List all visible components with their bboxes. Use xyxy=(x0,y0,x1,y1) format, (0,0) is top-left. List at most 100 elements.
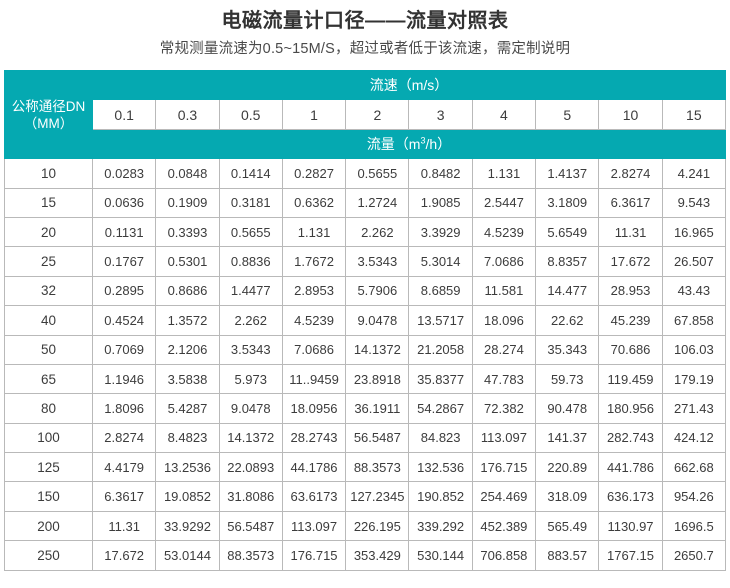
cell-flow-dn125-v5: 220.89 xyxy=(535,452,600,483)
cell-flow-dn125-v1: 44.1786 xyxy=(281,452,347,483)
table-row: 20 0.1131 0.3393 0.5655 1.131 2.262 3.3929 4.52… xyxy=(4,216,727,248)
cell-flow-dn125-v0.5: 22.0893 xyxy=(218,452,283,483)
cell-flow-dn100-v0.3: 8.4823 xyxy=(155,422,220,454)
cell-dn-20: 20 xyxy=(4,216,93,248)
cell-flow-dn10-v0.3: 0.0848 xyxy=(155,158,220,189)
cell-flow-dn25-v4: 7.0686 xyxy=(471,246,537,277)
header-velocity-band: 流速（m/s） xyxy=(92,69,726,101)
cell-flow-dn150-v0.3: 19.0852 xyxy=(155,481,220,512)
header-velocity-2: 2 xyxy=(345,99,410,130)
cell-flow-dn32-v3: 8.6859 xyxy=(408,275,473,307)
cell-flow-dn15-v10: 6.3617 xyxy=(598,187,663,218)
table-row: 150 6.3617 19.0852 31.8086 63.6173 127.2345 19… xyxy=(4,481,727,512)
cell-flow-dn250-v15: 2650.7 xyxy=(661,540,727,571)
cell-flow-dn80-v10: 180.956 xyxy=(598,393,663,424)
table-head: 公称通径DN （MM） 流速（m/s） 0.1 0.3 0.5 1 2 3 4 5 10 15 流… xyxy=(4,69,727,160)
header-flow-band: 流量（m3/h） xyxy=(92,128,726,160)
cell-flow-dn200-v2: 226.195 xyxy=(345,510,410,542)
header-velocity-15: 15 xyxy=(661,99,727,130)
cell-flow-dn150-v15: 954.26 xyxy=(661,481,727,512)
cell-flow-dn125-v3: 132.536 xyxy=(408,452,473,483)
cell-flow-dn250-v5: 883.57 xyxy=(535,540,600,571)
cell-flow-dn32-v5: 14.477 xyxy=(535,275,600,307)
cell-flow-dn15-v3: 1.9085 xyxy=(408,187,473,218)
cell-flow-dn250-v0.1: 17.672 xyxy=(91,540,157,571)
cell-flow-dn32-v0.3: 0.8686 xyxy=(155,275,220,307)
cell-flow-dn40-v3: 13.5717 xyxy=(408,305,473,336)
cell-flow-dn20-v5: 5.6549 xyxy=(535,216,600,248)
cell-flow-dn200-v5: 565.49 xyxy=(535,510,600,542)
cell-flow-dn200-v15: 1696.5 xyxy=(661,510,727,542)
cell-flow-dn65-v15: 179.19 xyxy=(661,363,727,395)
table-row: 15 0.0636 0.1909 0.3181 0.6362 1.2724 1.9085 2.… xyxy=(4,187,727,218)
header-velocity-0.5: 0.5 xyxy=(218,99,283,130)
cell-flow-dn10-v15: 4.241 xyxy=(661,158,727,189)
cell-flow-dn150-v10: 636.173 xyxy=(598,481,663,512)
cell-dn-125: 125 xyxy=(4,452,93,483)
cell-flow-dn250-v4: 706.858 xyxy=(471,540,537,571)
cell-flow-dn80-v0.3: 5.4287 xyxy=(155,393,220,424)
cell-flow-dn100-v0.5: 14.1372 xyxy=(218,422,283,454)
cell-flow-dn65-v5: 59.73 xyxy=(535,363,600,395)
cell-flow-dn250-v1: 176.715 xyxy=(281,540,347,571)
cell-flow-dn20-v3: 3.3929 xyxy=(408,216,473,248)
table-row: 50 0.7069 2.1206 3.5343 7.0686 14.1372 21.2058… xyxy=(4,334,727,365)
cell-flow-dn25-v0.1: 0.1767 xyxy=(91,246,157,277)
cell-flow-dn200-v10: 1130.97 xyxy=(598,510,663,542)
cell-flow-dn15-v0.5: 0.3181 xyxy=(218,187,283,218)
cell-flow-dn150-v1: 63.6173 xyxy=(281,481,347,512)
cell-flow-dn65-v0.3: 3.5838 xyxy=(155,363,220,395)
cell-flow-dn10-v1: 0.2827 xyxy=(281,158,347,189)
cell-flow-dn200-v3: 339.292 xyxy=(408,510,473,542)
cell-flow-dn200-v0.1: 11.31 xyxy=(91,510,157,542)
table-body: 10 0.0283 0.0848 0.1414 0.2827 0.5655 0.8482 1.… xyxy=(4,158,727,571)
cell-flow-dn100-v2: 56.5487 xyxy=(345,422,410,454)
cell-flow-dn50-v4: 28.274 xyxy=(471,334,537,365)
cell-flow-dn40-v0.5: 2.262 xyxy=(218,305,283,336)
cell-flow-dn100-v15: 424.12 xyxy=(661,422,727,454)
cell-flow-dn10-v5: 1.4137 xyxy=(535,158,600,189)
header-velocity-10: 10 xyxy=(598,99,663,130)
cell-flow-dn65-v4: 47.783 xyxy=(471,363,537,395)
cell-dn-100: 100 xyxy=(4,422,93,454)
cell-flow-dn125-v4: 176.715 xyxy=(471,452,537,483)
table-row: 40 0.4524 1.3572 2.262 4.5239 9.0478 13.5717 18… xyxy=(4,305,727,336)
cell-flow-dn250-v0.5: 88.3573 xyxy=(218,540,283,571)
cell-flow-dn20-v0.5: 0.5655 xyxy=(218,216,283,248)
cell-flow-dn15-v15: 9.543 xyxy=(661,187,727,218)
table-row: 65 1.1946 3.5838 5.973 11..9459 23.8918 35.837… xyxy=(4,363,727,395)
cell-flow-dn50-v10: 70.686 xyxy=(598,334,663,365)
cell-flow-dn20-v15: 16.965 xyxy=(661,216,727,248)
cell-flow-dn150-v4: 254.469 xyxy=(471,481,537,512)
cell-dn-80: 80 xyxy=(4,393,93,424)
cell-dn-25: 25 xyxy=(4,246,93,277)
cell-flow-dn250-v3: 530.144 xyxy=(408,540,473,571)
cell-flow-dn32-v1: 2.8953 xyxy=(281,275,347,307)
header-row-velocity-band: 公称通径DN （MM） 流速（m/s） xyxy=(4,69,726,160)
cell-flow-dn10-v0.5: 0.1414 xyxy=(218,158,283,189)
cell-flow-dn125-v0.1: 4.4179 xyxy=(91,452,157,483)
cell-flow-dn250-v10: 1767.15 xyxy=(598,540,663,571)
cell-flow-dn15-v5: 3.1809 xyxy=(535,187,600,218)
cell-flow-dn40-v15: 67.858 xyxy=(661,305,727,336)
cell-flow-dn65-v10: 119.459 xyxy=(598,363,663,395)
cell-flow-dn50-v3: 21.2058 xyxy=(408,334,473,365)
cell-flow-dn100-v1: 28.2743 xyxy=(281,422,347,454)
cell-flow-dn40-v0.3: 1.3572 xyxy=(155,305,220,336)
cell-dn-32: 32 xyxy=(4,275,93,307)
cell-flow-dn20-v0.1: 0.1131 xyxy=(91,216,157,248)
header-dn-line2: （MM） xyxy=(23,115,74,131)
table-row: 32 0.2895 0.8686 1.4477 2.8953 5.7906 8.6859 11… xyxy=(4,275,727,307)
cell-flow-dn20-v4: 4.5239 xyxy=(471,216,537,248)
flow-band-suffix: /h） xyxy=(425,135,452,152)
cell-flow-dn40-v10: 45.239 xyxy=(598,305,663,336)
cell-flow-dn100-v0.1: 2.8274 xyxy=(91,422,157,454)
cell-flow-dn150-v0.1: 6.3617 xyxy=(91,481,157,512)
cell-flow-dn150-v0.5: 31.8086 xyxy=(218,481,283,512)
cell-flow-dn65-v3: 35.8377 xyxy=(408,363,473,395)
table-row: 125 4.4179 13.2536 22.0893 44.1786 88.3573 132… xyxy=(4,452,727,483)
cell-flow-dn15-v4: 2.5447 xyxy=(471,187,537,218)
header-dn-line1: 公称通径DN xyxy=(11,98,86,114)
cell-flow-dn10-v2: 0.5655 xyxy=(345,158,410,189)
cell-dn-50: 50 xyxy=(4,334,93,365)
